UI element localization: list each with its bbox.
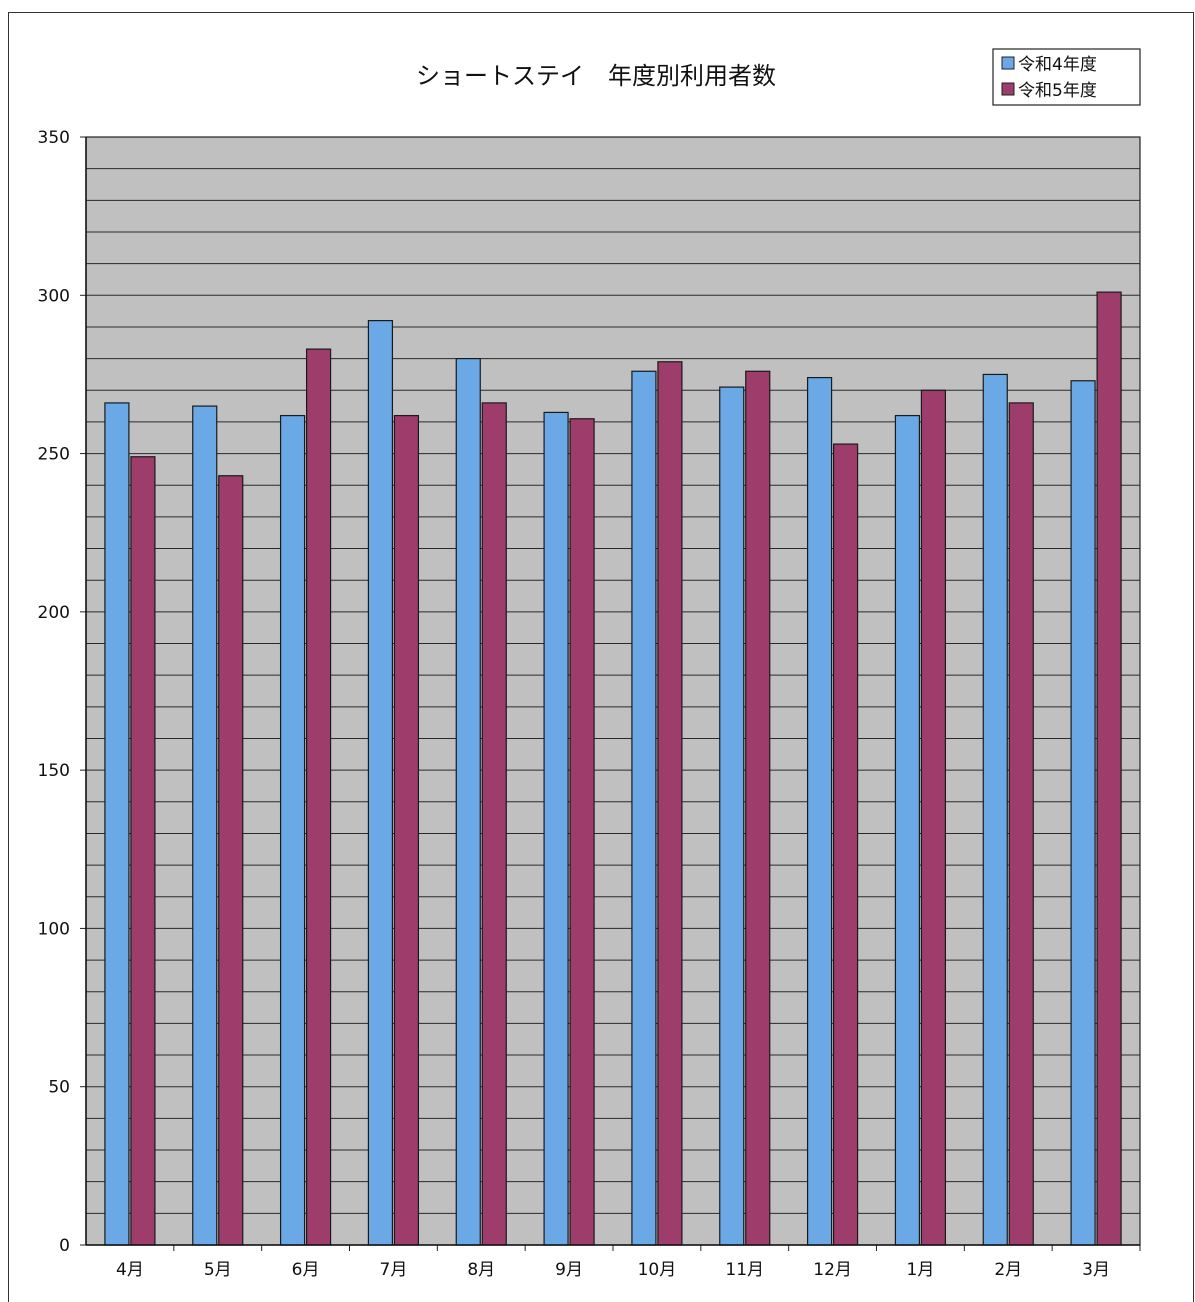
chart-frame: [8, 12, 1194, 1302]
y-tick-label: 250: [38, 445, 70, 465]
x-tick-label: 12月: [813, 1260, 852, 1280]
bar-r4-10: [894, 414, 921, 1246]
chart-title: ショートステイ 年度別利用者数: [416, 62, 776, 90]
plot-background: [85, 136, 1141, 1246]
x-tick-label: 3月: [1082, 1260, 1110, 1280]
bar-r4-3: [279, 414, 306, 1246]
y-tick-label: 300: [38, 286, 70, 306]
bar-r4-5: [455, 358, 481, 1246]
legend-swatch-r4: [1001, 56, 1015, 70]
legend-label-r5: 令和5年度: [1018, 81, 1097, 101]
bar-r4-11: [982, 373, 1008, 1246]
y-tick-label: 0: [59, 1236, 70, 1256]
bar-r5-6: [569, 418, 595, 1246]
bar-r5-9: [832, 443, 859, 1246]
y-tick-label: 100: [38, 919, 70, 939]
y-tick-label: 150: [38, 761, 70, 781]
bar-r4-6: [543, 411, 569, 1246]
legend: 令和4年度 令和5年度: [992, 48, 1141, 106]
legend-box: [992, 48, 1141, 106]
x-tick-label: 6月: [292, 1260, 320, 1280]
bar-r5-4: [393, 414, 420, 1246]
bar-r4-1: [104, 402, 130, 1246]
bar-r5-12: [1096, 291, 1122, 1246]
x-tick-label: 10月: [638, 1260, 677, 1280]
bar-r5-5: [481, 402, 507, 1246]
y-tick-label: 200: [38, 603, 70, 623]
bar-r5-2: [218, 475, 244, 1246]
x-tick-label: 7月: [380, 1260, 408, 1280]
x-tick-label: 4月: [116, 1260, 144, 1280]
y-tick-label: 350: [38, 128, 70, 148]
bar-r4-4: [367, 320, 394, 1246]
bar-r4-7: [631, 370, 657, 1246]
bar-r4-12: [1070, 380, 1096, 1246]
plot-area: 0 50 100 150 200 250 300 350 4月 5月 6月 7月 8月 9月 10月 11月 1…: [38, 128, 1141, 1280]
legend-label-r4: 令和4年度: [1018, 55, 1097, 75]
bar-r5-11: [1008, 402, 1034, 1246]
bar-r5-10: [920, 389, 947, 1246]
bar-r4-9: [806, 376, 833, 1246]
x-tick-label: 9月: [555, 1260, 583, 1280]
x-tick-label: 8月: [467, 1260, 495, 1280]
bar-r4-8: [719, 386, 745, 1246]
bar-r5-3: [305, 348, 332, 1246]
legend-swatch-r5: [1001, 82, 1015, 96]
x-tick-label: 1月: [907, 1260, 935, 1280]
bar-r4-2: [192, 405, 218, 1246]
x-tick-label: 11月: [725, 1260, 764, 1280]
x-tick-label: 2月: [994, 1260, 1022, 1280]
bar-r5-8: [745, 370, 771, 1246]
bar-r5-7: [657, 361, 683, 1246]
y-tick-label: 50: [48, 1078, 70, 1098]
x-tick-label: 5月: [204, 1260, 232, 1280]
bar-r5-1: [130, 456, 156, 1246]
